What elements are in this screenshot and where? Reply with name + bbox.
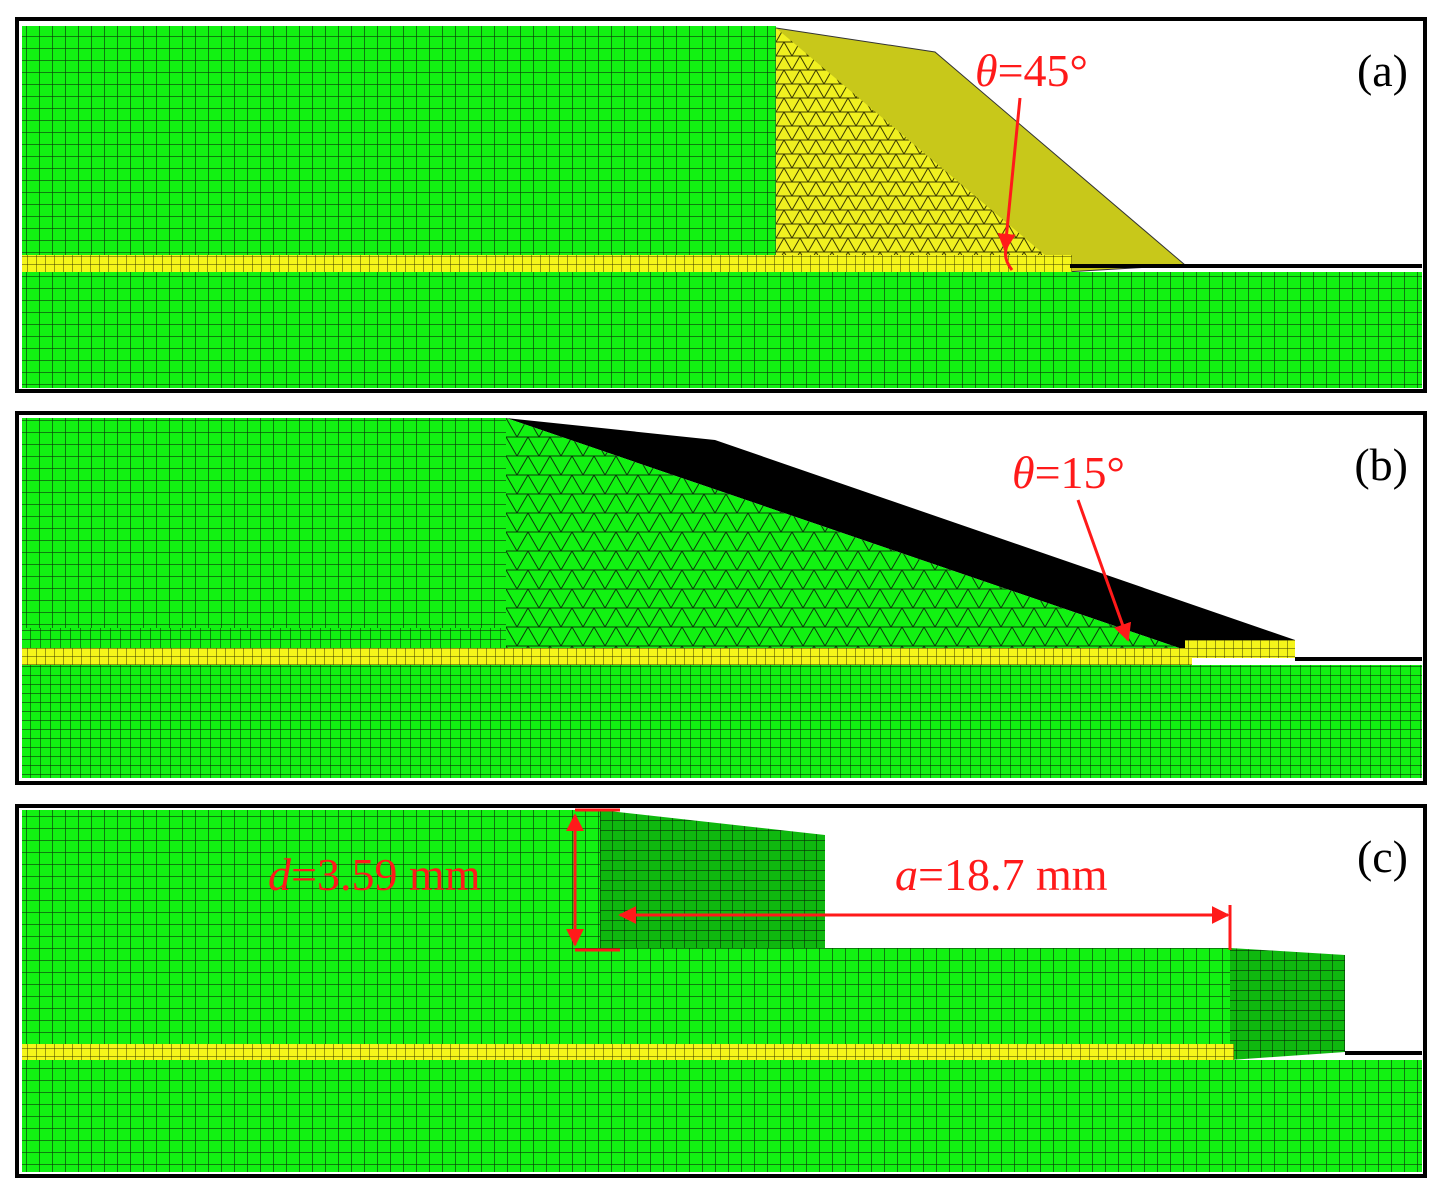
panel-b: (b) θ=15° [15,411,1427,785]
mesh-triangle [506,418,1185,650]
arrow [997,97,1022,252]
mesh-strip [22,1044,1234,1061]
mesh-block [22,26,776,256]
annotation-text: =18.7 mm [918,849,1108,900]
mesh-block [22,810,602,1050]
mesh-slope [506,418,1295,650]
annotation: a=18.7 mm [895,849,1108,900]
annotation-text: =15° [1035,447,1125,498]
mesh-triangle [776,28,1065,272]
mesh-base [22,1060,1422,1172]
annotation-text: =45° [998,45,1088,96]
symbol: θ [1012,447,1035,498]
symbol: a [895,849,918,900]
mesh-block [22,628,506,650]
panel-c: (c) d=3.59 mm a=18.7 mm [15,804,1427,1178]
mesh-step [1230,948,1345,1060]
angle-arc [1004,239,1014,271]
arrow [1076,499,1132,642]
annotation: θ=45° [975,45,1088,96]
mesh-base [22,665,1422,778]
annotation: d=3.59 mm [268,849,481,900]
symbol: θ [975,45,998,96]
symbol: d [268,849,292,900]
panel-label: (a) [1357,45,1408,96]
mesh-block [22,418,506,650]
annotation-text: =3.59 mm [291,849,481,900]
mesh-block [600,948,1232,1048]
panel-label: (c) [1357,831,1408,882]
mesh-strip [22,255,1072,272]
mesh-strip [22,648,1192,666]
panel-a: (a) θ=45° [15,17,1427,393]
panel-label: (b) [1354,439,1408,490]
annotation: θ=15° [1012,447,1125,498]
dimension-ticks [575,808,620,952]
mesh-strip [1185,640,1295,658]
mesh-base [22,272,1422,388]
